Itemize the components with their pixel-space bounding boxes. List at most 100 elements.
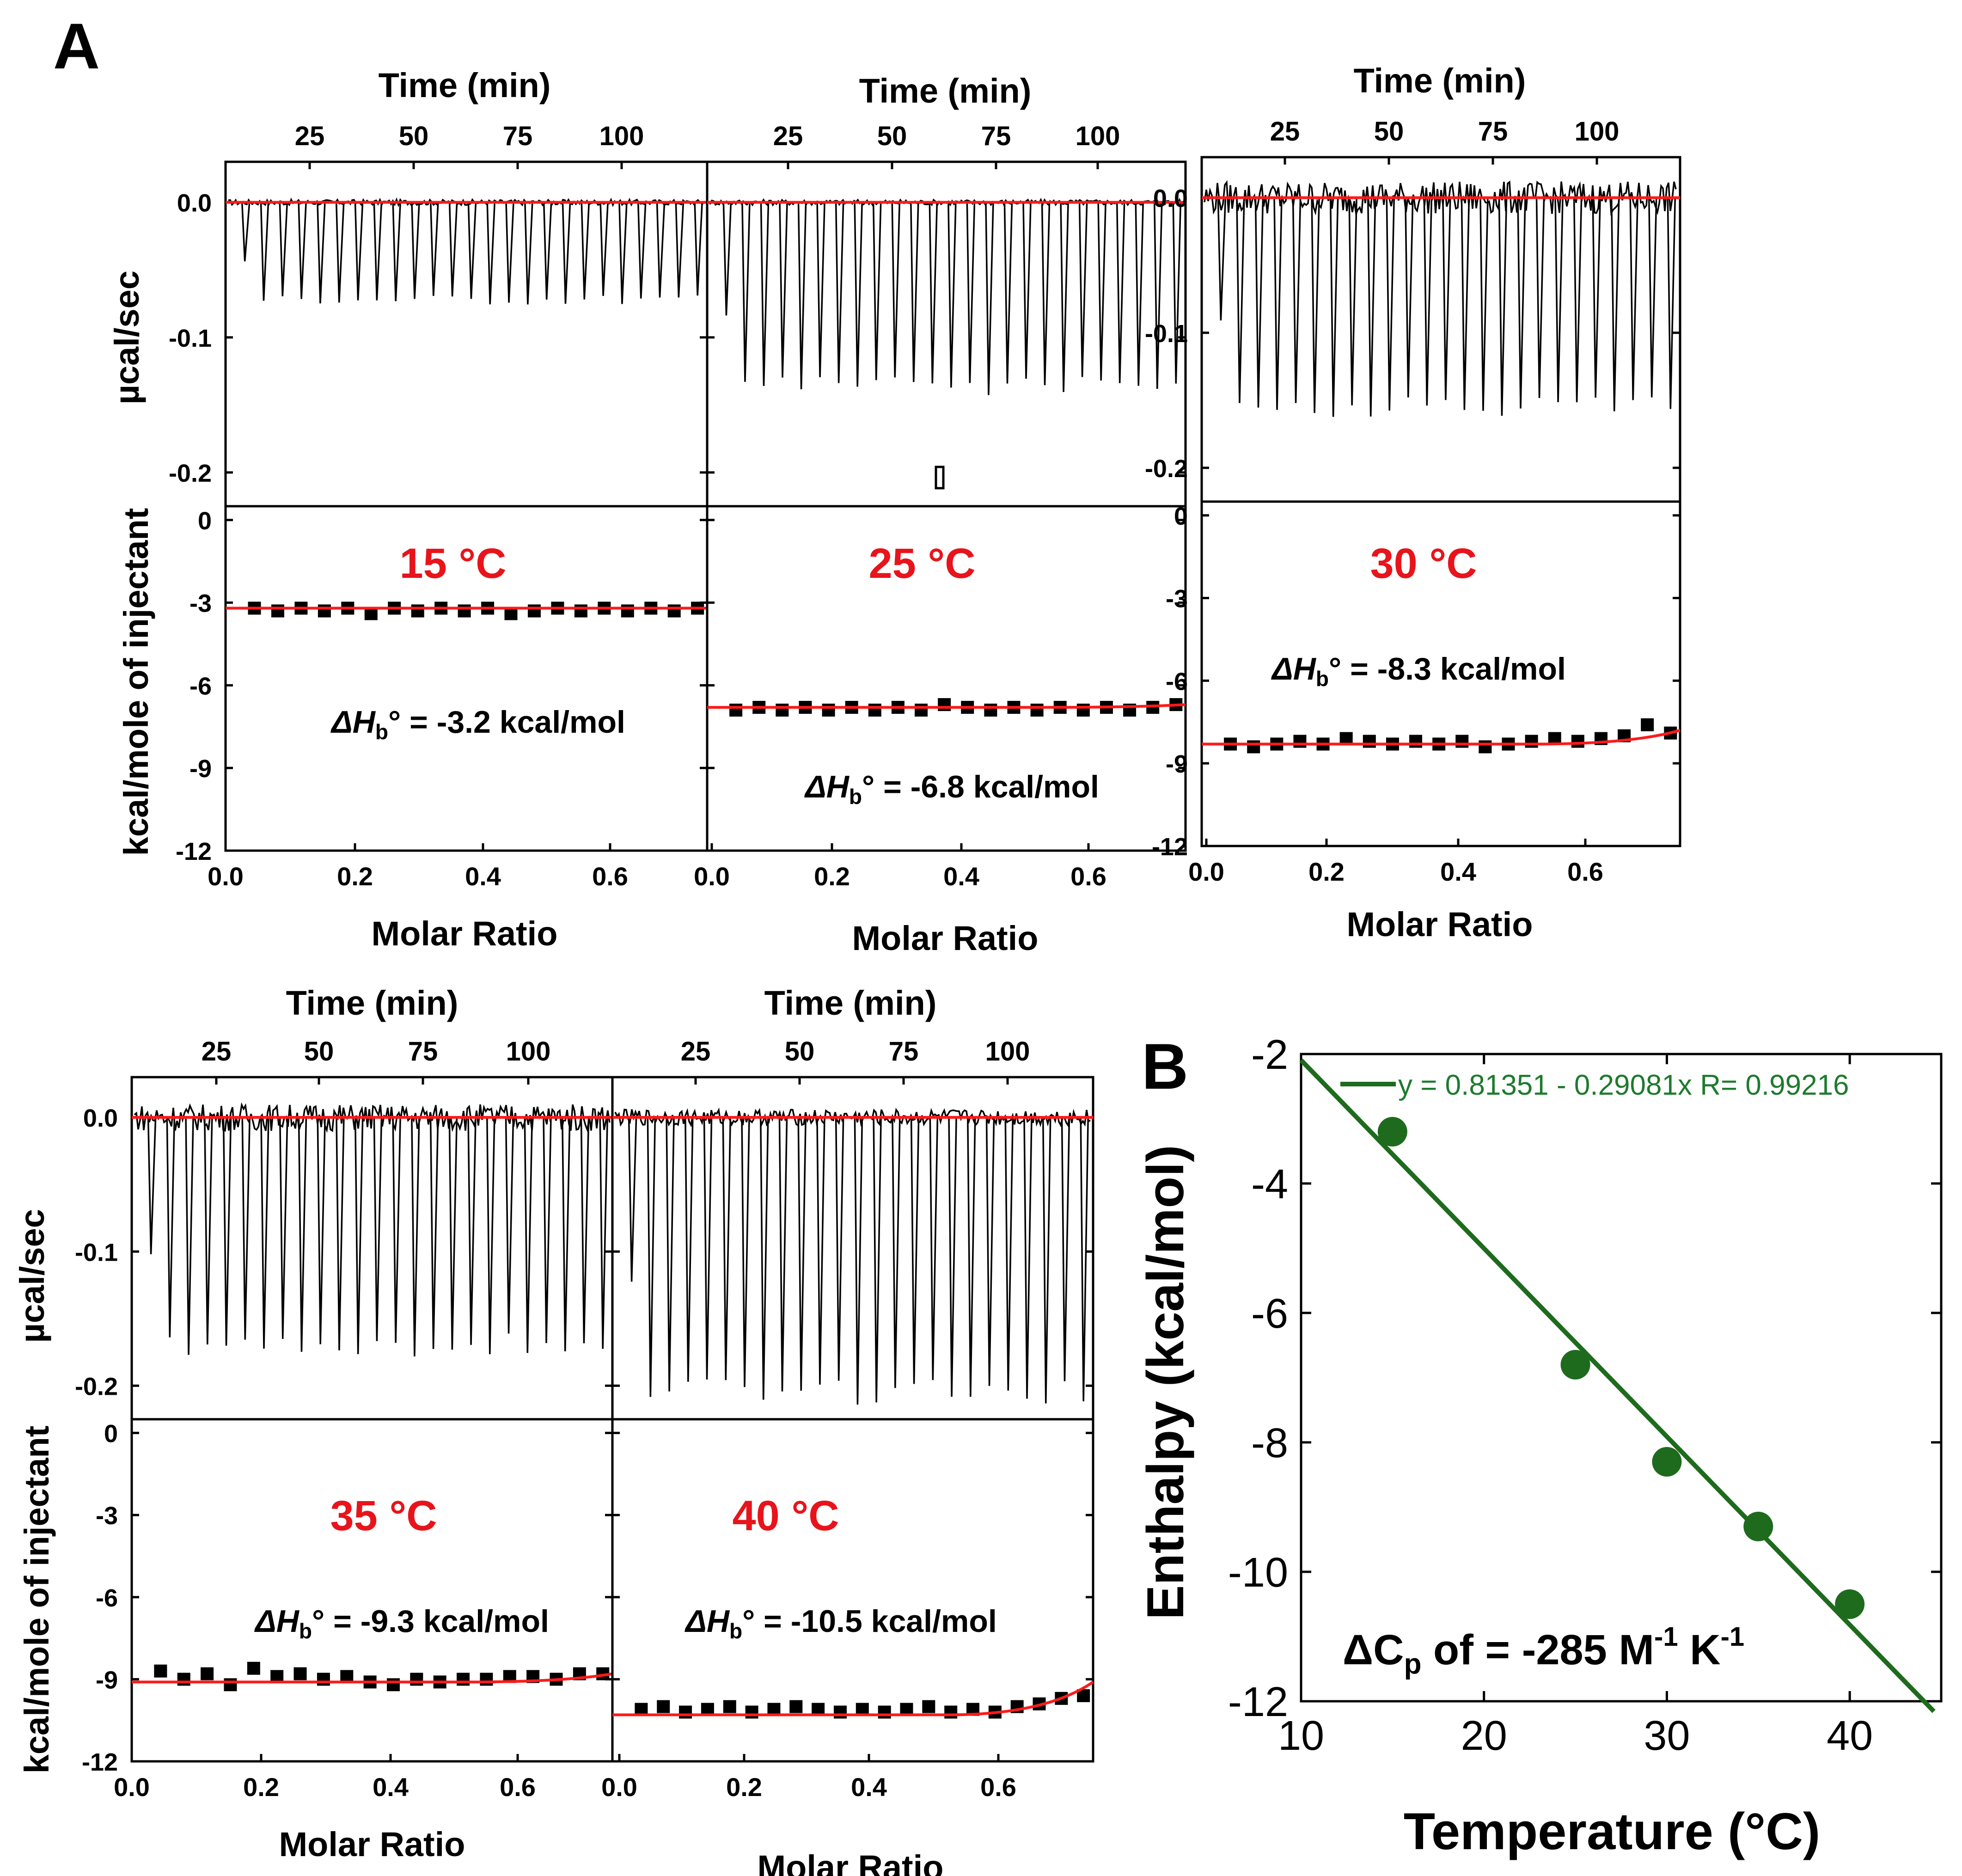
temperature-label: 40 °C bbox=[732, 1492, 839, 1539]
integrated-heat-point bbox=[201, 1667, 214, 1680]
injection-peak bbox=[1311, 197, 1320, 413]
y-axis-title: µcal/sec bbox=[13, 1209, 51, 1343]
dh-mid: ° = bbox=[1329, 651, 1377, 687]
injection-peak bbox=[1498, 197, 1508, 416]
molar-tick-label: 0.2 bbox=[1308, 857, 1345, 886]
data-point bbox=[1835, 1589, 1865, 1619]
y-tick-label: -4 bbox=[1251, 1161, 1288, 1208]
time-axis-label: Time (min) bbox=[1354, 61, 1526, 100]
integrated-heat-point bbox=[458, 604, 471, 618]
injection-peak bbox=[204, 1117, 213, 1345]
injection-peak bbox=[1116, 202, 1125, 383]
injection-peak bbox=[335, 202, 345, 303]
dh-mid: ° = bbox=[862, 769, 911, 804]
injection-peak bbox=[1442, 197, 1451, 400]
injection-peak bbox=[835, 202, 844, 383]
y-tick-label: -2 bbox=[1251, 1032, 1288, 1078]
time-tick-label: 75 bbox=[503, 121, 533, 151]
y-tick-label: -12 bbox=[1228, 1679, 1288, 1725]
time-tick-label: 25 bbox=[295, 121, 325, 151]
injection-peak bbox=[1405, 197, 1414, 398]
time-tick-label: 75 bbox=[889, 1036, 919, 1067]
dh-prefix: ΔH bbox=[254, 1604, 300, 1639]
injection-peak bbox=[985, 202, 994, 395]
integrated-heat-point bbox=[922, 1700, 935, 1713]
injection-peak bbox=[317, 202, 326, 304]
injection-peak bbox=[722, 1117, 732, 1380]
injection-peak bbox=[675, 202, 685, 298]
injection-peak bbox=[892, 1117, 901, 1388]
injection-peak bbox=[948, 1117, 957, 1397]
time-tick-label: 50 bbox=[1374, 116, 1404, 147]
power-tick-label: 0.0 bbox=[1153, 185, 1188, 213]
integrated-heat-point bbox=[527, 604, 541, 618]
integrated-heat-point bbox=[723, 1700, 736, 1713]
injection-peak bbox=[910, 1117, 920, 1384]
integrated-heat-point bbox=[386, 1678, 400, 1692]
plot-frame bbox=[1300, 1053, 1943, 1703]
injection-peak bbox=[298, 1117, 307, 1352]
integrated-heat-point bbox=[574, 604, 587, 618]
injection-peak bbox=[1367, 197, 1376, 417]
heat-tick-label: -12 bbox=[176, 838, 212, 865]
molar-tick-label: 0.4 bbox=[373, 1772, 409, 1802]
dh-subscript: b bbox=[375, 720, 388, 744]
temperature-label: 35 °C bbox=[330, 1492, 437, 1539]
enthalpy-annotation: ΔHb° = -6.8 kcal/mol bbox=[804, 769, 1099, 809]
enthalpy-annotation: ΔHb° = -10.5 kcal/mol bbox=[684, 1604, 997, 1643]
injection-peak bbox=[336, 1117, 345, 1351]
y-tick-label: -8 bbox=[1251, 1420, 1288, 1466]
time-tick-label: 100 bbox=[985, 1036, 1030, 1067]
injection-peak bbox=[1573, 197, 1583, 403]
x-axis-title: Temperature (°C) bbox=[1404, 1802, 1821, 1860]
integrated-heat-point bbox=[1409, 735, 1423, 748]
integrated-heat-point bbox=[1030, 704, 1044, 717]
injection-peak bbox=[599, 202, 609, 296]
molar-tick-label: 0.0 bbox=[1188, 857, 1224, 886]
injection-peak bbox=[1479, 197, 1489, 411]
linear-fit-line bbox=[1299, 1058, 1936, 1713]
integrated-heat-point bbox=[1455, 735, 1469, 748]
integrated-heat-point bbox=[745, 1705, 758, 1719]
temperature-label: 15 °C bbox=[399, 540, 506, 587]
baseline-trace bbox=[1204, 180, 1677, 217]
injection-peak bbox=[1254, 197, 1264, 408]
power-tick-label: -0.1 bbox=[1145, 320, 1188, 348]
dh-subscript: b bbox=[1316, 667, 1329, 691]
heat-tick-label: 0 bbox=[1174, 503, 1188, 530]
injection-peak bbox=[759, 1117, 769, 1400]
injection-peak bbox=[580, 1117, 590, 1343]
injection-peak bbox=[279, 1117, 288, 1339]
integrated-heat-point bbox=[1247, 740, 1260, 754]
binding-fit-curve bbox=[707, 703, 1186, 709]
dc-prefix: ΔC bbox=[1343, 1626, 1404, 1674]
injection-peak bbox=[1292, 197, 1302, 403]
injection-peak bbox=[241, 1117, 251, 1340]
injection-peak bbox=[1386, 197, 1395, 411]
injection-peak bbox=[1273, 197, 1283, 410]
molar-tick-label: 0.4 bbox=[943, 862, 979, 891]
injection-peak bbox=[1135, 202, 1144, 386]
injection-peak bbox=[373, 1117, 383, 1341]
injection-peak bbox=[873, 1117, 882, 1403]
time-axis-label: Time (min) bbox=[286, 984, 458, 1022]
dh-subscript: b bbox=[729, 1619, 742, 1643]
data-point bbox=[1743, 1512, 1773, 1541]
injection-peak bbox=[797, 202, 807, 390]
heat-tick-label: -12 bbox=[82, 1748, 118, 1776]
integrated-heat-point bbox=[657, 1700, 670, 1713]
integrated-heat-point bbox=[318, 604, 331, 618]
binding-fit-curve bbox=[132, 1672, 613, 1684]
temperature-label: 30 °C bbox=[1370, 540, 1477, 587]
injection-peak bbox=[703, 1117, 713, 1380]
dh-value: -8.3 kcal/mol bbox=[1377, 651, 1566, 687]
integrated-heat-point bbox=[667, 604, 681, 618]
time-tick-label: 25 bbox=[1270, 116, 1300, 147]
injection-peak bbox=[854, 1117, 863, 1405]
injection-peak bbox=[1041, 202, 1051, 386]
molar-axis-label: Molar Ratio bbox=[279, 1825, 465, 1864]
integrated-heat-point bbox=[1641, 718, 1654, 731]
injection-peak bbox=[241, 202, 251, 262]
time-tick-label: 25 bbox=[773, 121, 803, 151]
